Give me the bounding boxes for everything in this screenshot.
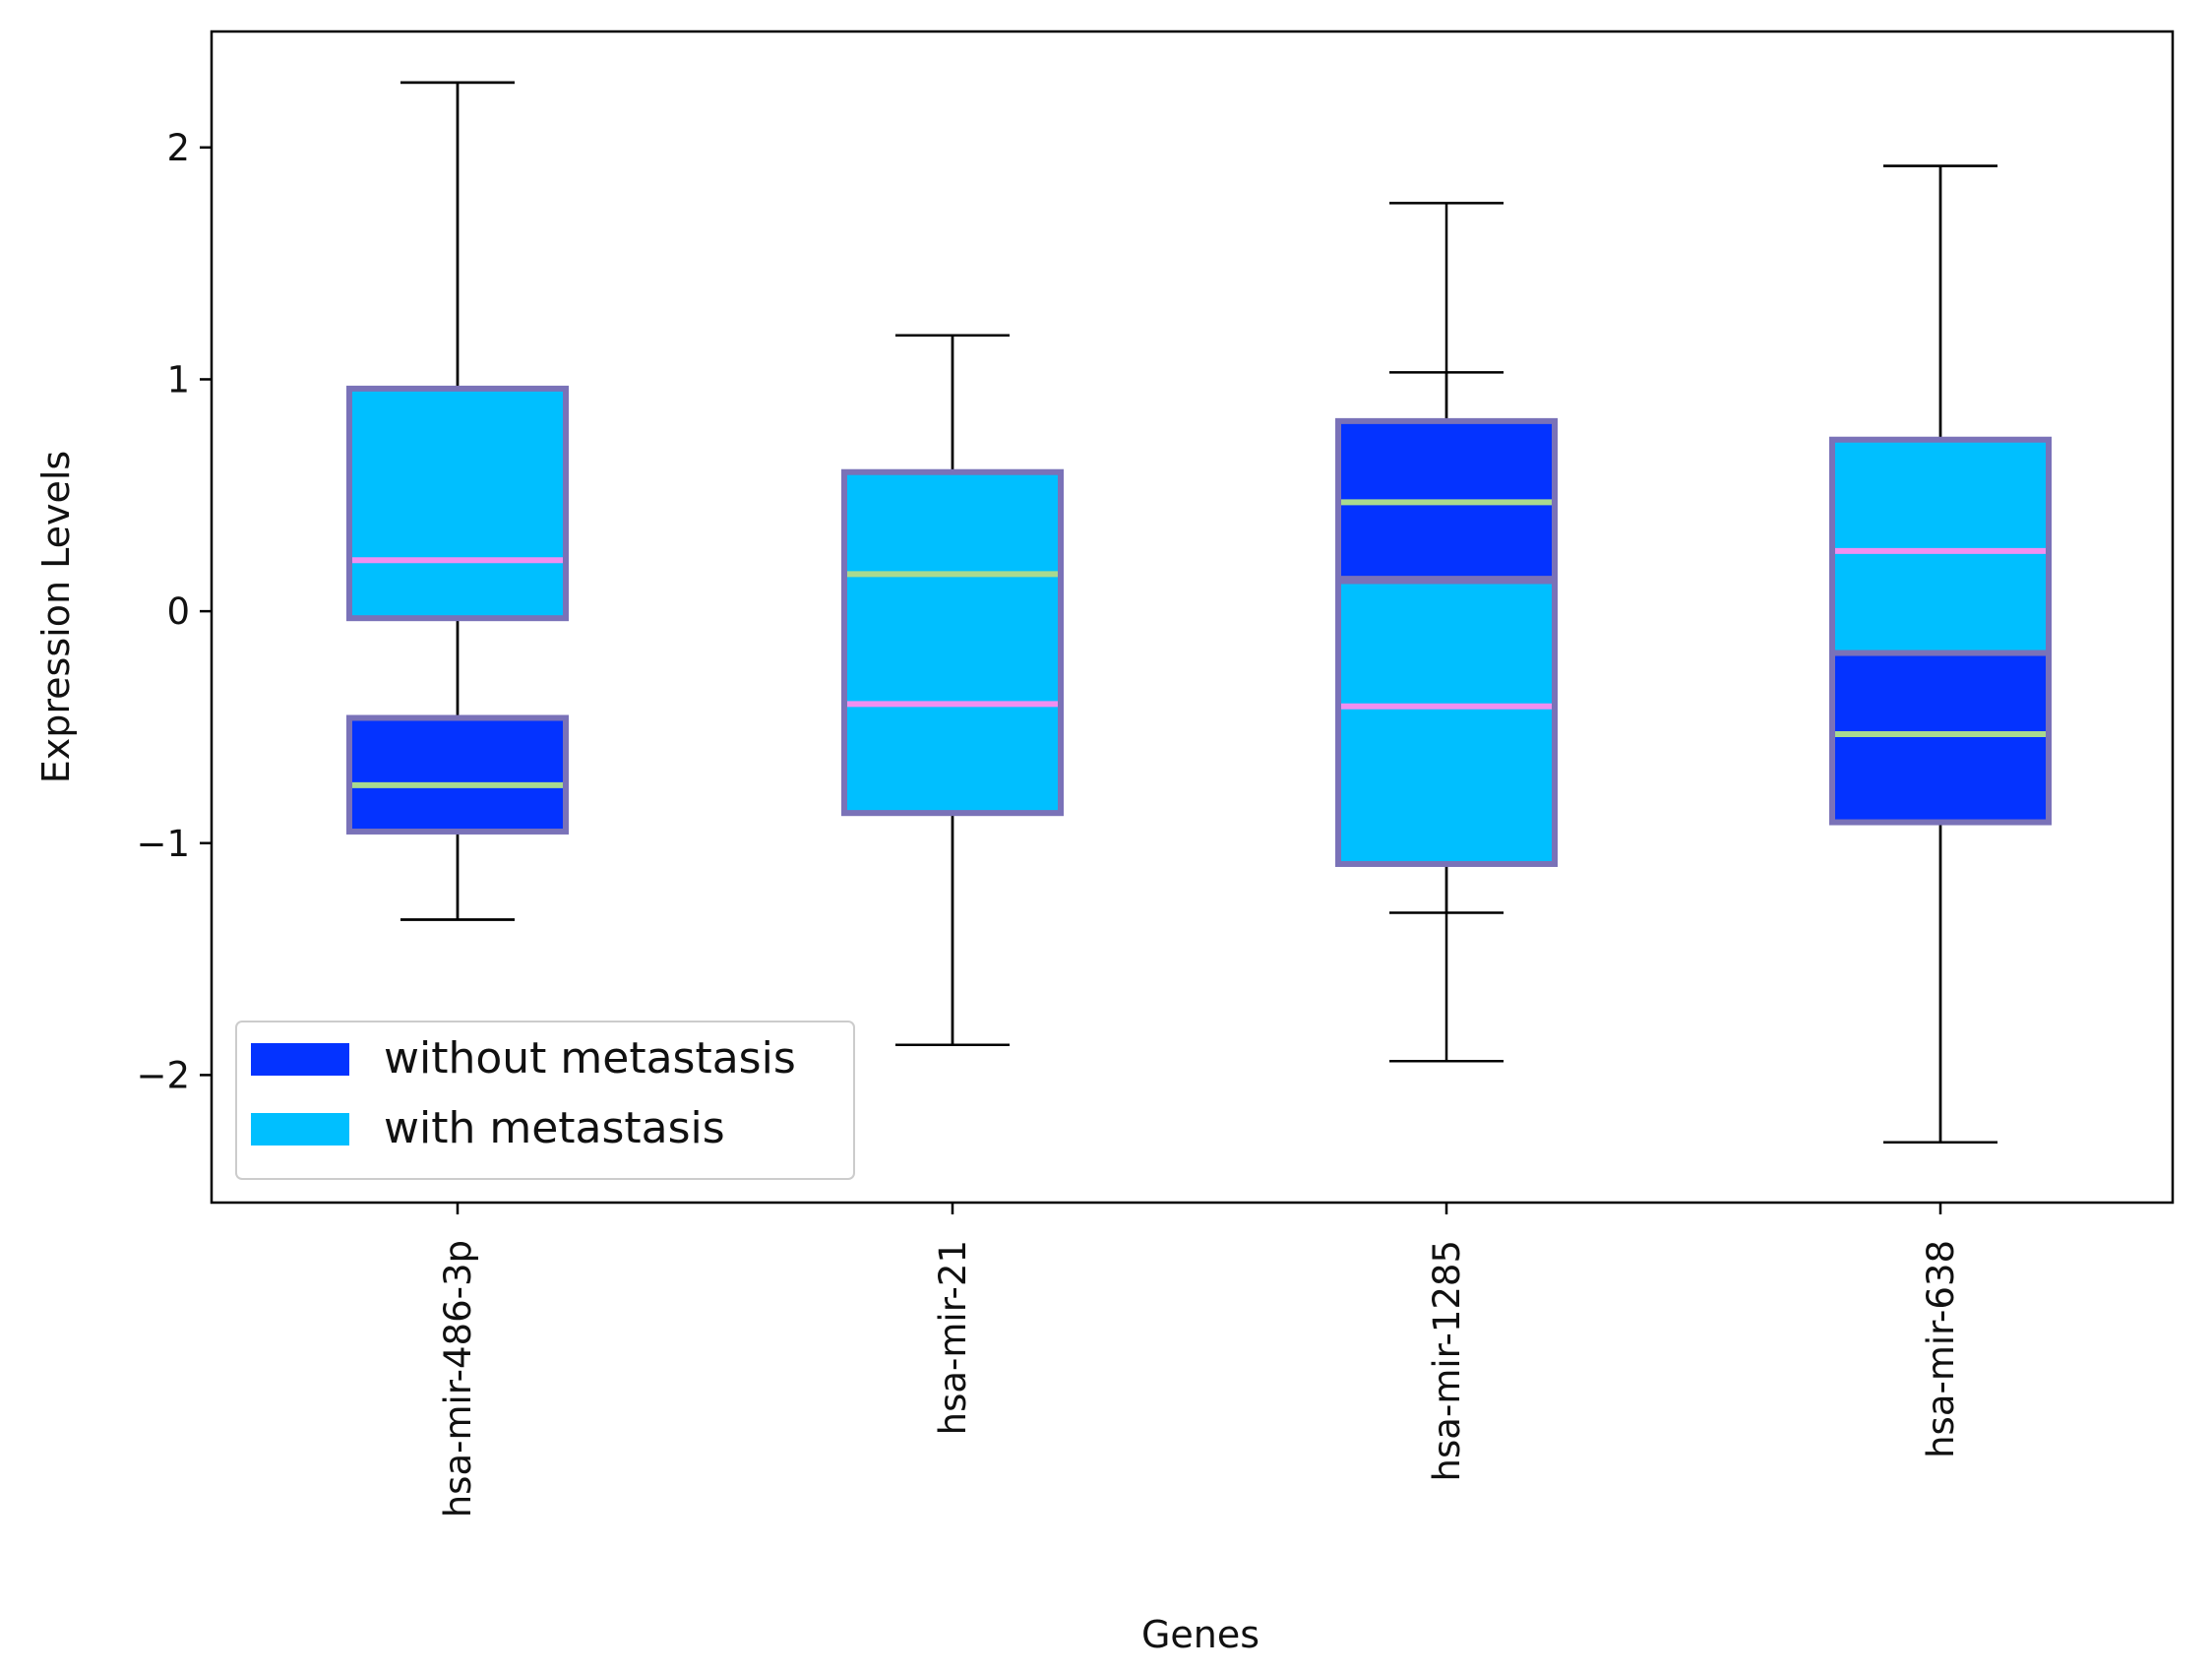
x-tick-label: hsa-mir-486-3p [437, 1240, 479, 1517]
box-group-hsa-mir-21-with-metastasis [895, 334, 1010, 1047]
x-tick-label: hsa-mir-638 [1920, 1240, 1962, 1458]
legend-frame [235, 1021, 855, 1180]
y-tick-label: 0 [166, 590, 190, 633]
box-hsa-mir-1285-with-metastasis [1335, 578, 1558, 867]
box-hsa-mir-486-3p-with-metastasis [346, 385, 569, 622]
y-tick-label: 2 [166, 127, 190, 169]
box-hsa-mir-638-with-metastasis [1829, 436, 2052, 656]
legend: without metastasis with metastasis [235, 1021, 855, 1180]
legend-swatch-with-metastasis [251, 1113, 349, 1146]
x-tick-label: hsa-mir-1285 [1426, 1240, 1468, 1481]
box-hsa-mir-21-with-metastasis [841, 468, 1064, 817]
x-axis-title: Genes [1141, 1613, 1260, 1656]
y-axis: −2 −1 0 1 2 [136, 127, 212, 1096]
x-tick-label: hsa-mir-21 [932, 1240, 974, 1435]
legend-label-without-metastasis: without metastasis [384, 1033, 796, 1084]
box-hsa-mir-486-3p-without-metastasis [346, 714, 569, 835]
box-hsa-mir-638-without-metastasis [1829, 650, 2052, 826]
y-axis-title: Expression Levels [34, 451, 78, 783]
y-tick-label: 1 [166, 358, 190, 401]
legend-label-with-metastasis: with metastasis [384, 1103, 725, 1153]
y-tick-label: −1 [136, 823, 190, 865]
y-tick-label: −2 [136, 1054, 190, 1096]
boxes-layer [346, 81, 2052, 1144]
x-axis: hsa-mir-486-3p hsa-mir-21 hsa-mir-1285 hsa-… [437, 1203, 1962, 1517]
plot-area-frame [210, 30, 2175, 1205]
legend-swatch-without-metastasis [251, 1043, 349, 1076]
